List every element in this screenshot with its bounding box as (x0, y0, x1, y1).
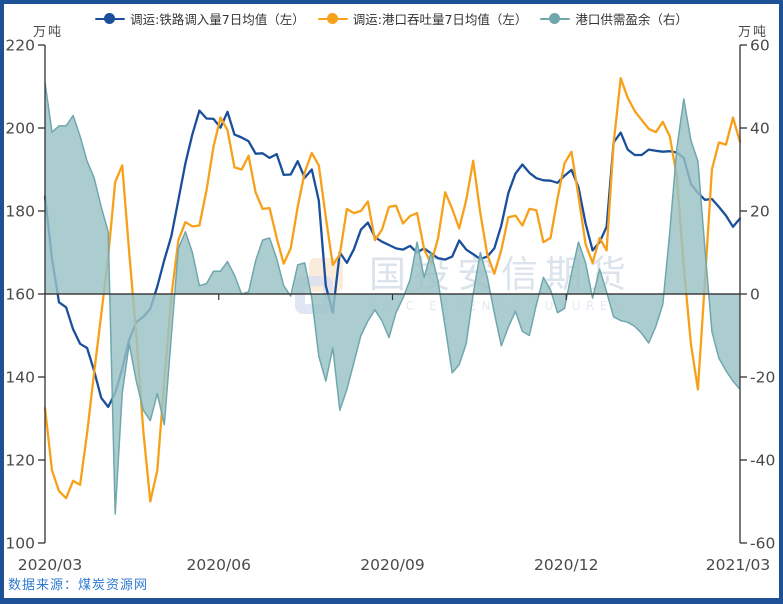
legend-label-surplus: 港口供需盈余（右） (575, 12, 688, 27)
right-axis-tick-label: 40 (750, 120, 770, 138)
x-axis-tick-label: 2020/06 (187, 556, 251, 574)
x-axis-tick-label: 2020/12 (534, 556, 598, 574)
railway-series-marker-icon (95, 12, 126, 25)
left-axis-tick-label: 220 (5, 37, 35, 55)
right-axis-tick-label: 20 (750, 203, 770, 221)
left-axis-tick-label: 120 (5, 452, 35, 470)
left-axis-tick-label: 140 (5, 369, 35, 387)
data-source-label: 数据来源：煤炭资源网 (8, 578, 149, 593)
surplus-area-outline (44, 82, 741, 515)
right-axis-tick-label: -40 (750, 452, 775, 470)
left-axis-tick-label: 160 (5, 286, 35, 304)
railway-series-line (43, 109, 742, 409)
left-axis-tick-label: 100 (5, 535, 35, 553)
right-axis-tick-label: -60 (750, 535, 775, 553)
legend: 调运:铁路调入量7日均值（左） 调运:港口吞吐量7日均值（左） 港口供需盈余（右… (0, 9, 783, 28)
legend-label-railway: 调运:铁路调入量7日均值（左） (130, 12, 305, 27)
legend-item-port-throughput: 调运:港口吞吐量7日均值（左） (317, 9, 528, 28)
x-axis-tick-label: 2021/03 (706, 556, 770, 574)
left-axis-tick-label: 200 (5, 120, 35, 138)
port-series-line (43, 77, 742, 503)
left-axis-unit: 万吨 (33, 25, 64, 40)
right-axis-tick-label: 0 (750, 286, 760, 304)
legend-item-surplus: 港口供需盈余（右） (540, 9, 688, 28)
port-series-marker-icon (317, 12, 348, 25)
legend-item-railway: 调运:铁路调入量7日均值（左） (95, 9, 305, 28)
right-axis-tick-label: -20 (750, 369, 775, 387)
x-axis-tick-label: 2020/09 (360, 556, 424, 574)
right-axis-tick-label: 60 (750, 37, 770, 55)
legend-label-port-throughput: 调运:港口吞吐量7日均值（左） (352, 12, 528, 27)
right-axis-unit: 万吨 (737, 25, 768, 40)
x-axis-tick-label: 2020/03 (18, 556, 82, 574)
left-axis-tick-label: 180 (5, 203, 35, 221)
surplus-series-marker-icon (540, 12, 571, 25)
